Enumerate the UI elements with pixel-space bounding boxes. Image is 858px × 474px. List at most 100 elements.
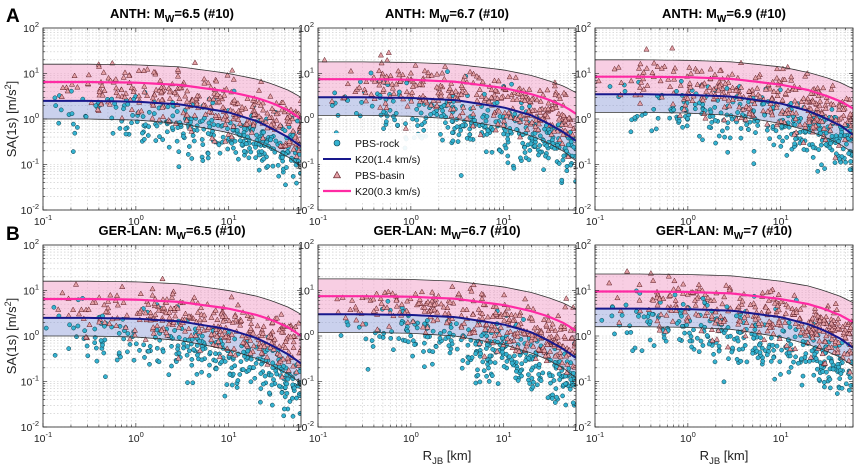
pbs-basin-point <box>637 60 644 67</box>
pbs-basin-point <box>571 339 576 346</box>
pbs-basin-point <box>549 320 556 327</box>
pbs-rock-point <box>829 107 835 112</box>
pbs-basin-point <box>68 81 76 87</box>
pbs-rock-point <box>69 111 75 117</box>
pbs-rock-point <box>269 402 275 408</box>
pbs-rock-point <box>473 380 479 386</box>
pbs-basin-point <box>832 300 839 306</box>
y-tick-label: 10-2 <box>296 202 314 217</box>
pbs-rock-point <box>540 370 546 376</box>
pbs-basin-point <box>363 78 370 84</box>
pbs-basin-point <box>407 295 414 302</box>
pbs-basin-point <box>250 329 257 336</box>
pbs-basin-point <box>238 317 245 324</box>
pbs-rock-point <box>672 292 678 298</box>
pbs-rock-point <box>530 384 536 390</box>
pbs-rock-point <box>381 109 387 115</box>
pbs-rock-point <box>509 81 514 87</box>
pbs-basin-point <box>229 67 236 73</box>
pbs-basin-point <box>213 333 220 339</box>
pbs-rock-point <box>390 98 396 104</box>
pbs-rock-point <box>518 155 523 161</box>
pbs-rock-point <box>812 351 818 357</box>
pbs-rock-point <box>207 124 213 130</box>
pbs-basin-point <box>496 107 503 114</box>
pbs-rock-point <box>484 333 490 339</box>
pbs-rock-point <box>354 111 359 116</box>
pbs-rock-point <box>446 343 452 349</box>
pbs-rock-point <box>279 390 285 396</box>
pbs-basin-point <box>507 328 514 334</box>
pbs-basin-point <box>257 102 264 108</box>
pbs-basin-point <box>777 298 785 305</box>
pbs-basin-point <box>175 354 182 361</box>
pbs-rock-point <box>169 363 174 369</box>
pbs-rock-point <box>378 112 384 118</box>
pbs-basin-point <box>416 81 423 87</box>
pbs-rock-point <box>755 355 761 361</box>
pbs-basin-point <box>58 93 65 99</box>
pbs-basin-point <box>611 65 618 72</box>
pbs-basin-point <box>269 319 276 325</box>
pbs-basin-point <box>769 111 776 118</box>
pbs-basin-point <box>201 79 208 86</box>
pbs-basin-point <box>816 337 823 344</box>
pbs-basin-point <box>267 344 274 350</box>
pbs-basin-point <box>742 116 749 122</box>
pbs-rock-point <box>522 150 528 155</box>
pbs-rock-point <box>810 155 816 160</box>
pbs-basin-point <box>463 306 470 312</box>
pbs-basin-point <box>840 112 847 118</box>
pbs-rock-point <box>243 141 249 147</box>
k20-rock-band <box>318 314 576 378</box>
pbs-rock-point <box>509 360 515 366</box>
pbs-rock-point <box>735 110 740 115</box>
k20-lower-bound-line <box>595 326 853 367</box>
pbs-basin-point <box>286 118 293 124</box>
pbs-basin-point <box>517 112 524 119</box>
pbs-basin-point <box>836 102 843 109</box>
x-tick-label: 100 <box>680 430 696 445</box>
pbs-basin-point <box>529 107 536 113</box>
pbs-rock-point <box>189 357 195 362</box>
pbs-rock-point <box>680 301 686 307</box>
pbs-rock-point <box>814 366 820 372</box>
pbs-basin-point <box>754 85 761 91</box>
pbs-basin-point <box>765 297 772 303</box>
pbs-rock-point <box>727 135 733 141</box>
pbs-basin-point <box>473 72 480 79</box>
pbs-basin-point <box>476 340 483 346</box>
pbs-basin-point <box>729 84 736 90</box>
pbs-basin-point <box>431 301 438 307</box>
pbs-basin-point <box>554 333 561 340</box>
pbs-basin-point <box>128 106 135 112</box>
pbs-rock-point <box>216 142 222 148</box>
pbs-basin-point <box>152 311 159 318</box>
pbs-basin-point <box>828 86 835 92</box>
pbs-rock-point <box>465 360 471 366</box>
k20-basin-band <box>43 64 301 147</box>
pbs-basin-point <box>779 65 786 72</box>
pbs-rock-point <box>238 359 244 364</box>
pbs-basin-point <box>211 137 218 144</box>
pbs-rock-point <box>677 337 682 342</box>
pbs-basin-point <box>788 77 795 83</box>
pbs-basin-point <box>667 83 674 89</box>
pbs-rock-point <box>246 368 252 373</box>
pbs-basin-point <box>614 294 621 301</box>
pbs-rock-point <box>448 325 454 330</box>
pbs-rock-point <box>484 132 490 137</box>
y-tick-label: 100 <box>575 111 591 126</box>
pbs-rock-point <box>629 117 634 123</box>
pbs-basin-point <box>773 104 780 110</box>
pbs-basin-point <box>196 316 204 323</box>
pbs-rock-point <box>520 140 526 146</box>
pbs-basin-point <box>816 327 823 333</box>
pbs-rock-point <box>430 349 436 355</box>
pbs-basin-point <box>571 364 576 370</box>
pbs-rock-point <box>443 120 448 126</box>
pbs-basin-point <box>234 100 241 106</box>
pbs-basin-point <box>59 84 66 90</box>
pbs-basin-point <box>765 307 772 314</box>
pbs-basin-point <box>285 367 292 373</box>
